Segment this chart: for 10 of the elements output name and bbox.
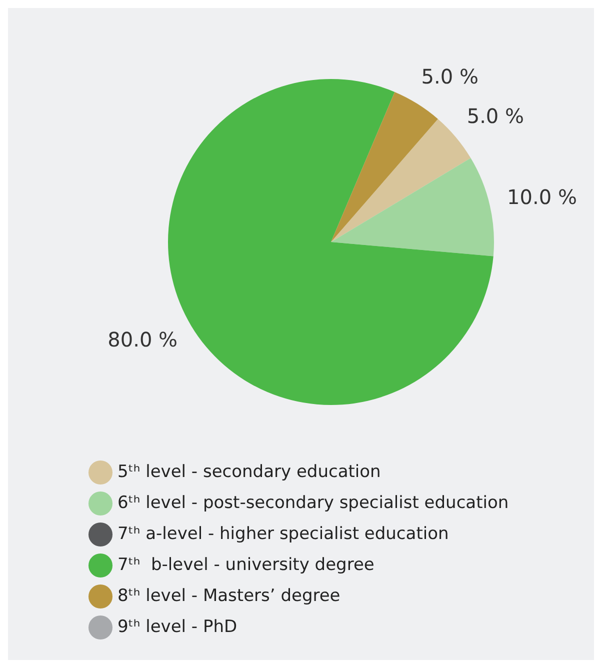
legend-label: 5ᵗʰ level - secondary education: [118, 462, 381, 482]
data-label: 5.0 %: [466, 104, 524, 128]
legend-label: 6ᵗʰ level - post-secondary specialist education: [118, 492, 509, 513]
legend-label: 9ᵗʰ level - PhD: [118, 616, 238, 637]
legend-label: 7ᵗʰ a-level - higher specialist education: [118, 524, 449, 544]
data-label: 10.0 %: [507, 184, 577, 209]
legend-label: 8ᵗʰ level - Masters’ degree: [118, 586, 340, 606]
legend-label: 7ᵗʰ b-level - university degree: [118, 554, 374, 575]
data-label: 5.0 %: [421, 64, 478, 89]
data-label: 80.0 %: [108, 328, 178, 352]
